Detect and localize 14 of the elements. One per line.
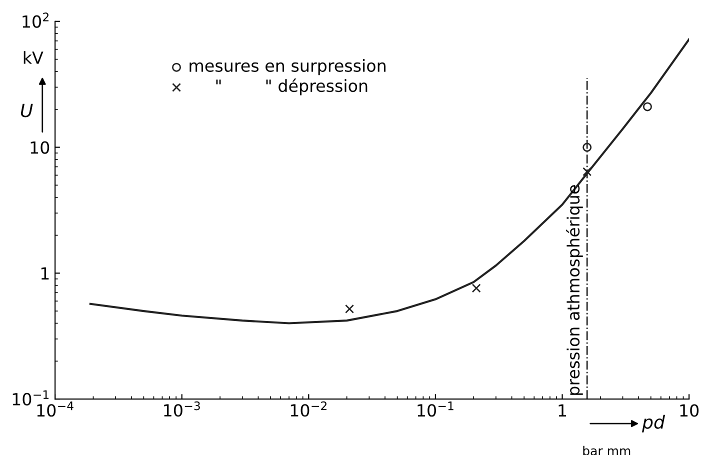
legend-label: " " dépression <box>216 78 368 96</box>
y-tick-label: 1 <box>41 267 49 280</box>
y-axis-title: U <box>20 104 33 118</box>
x-tick-label: 10$^{−3}$ <box>164 401 200 417</box>
x-tick-label: 10 <box>680 404 699 417</box>
y-tick-label: 10 <box>30 141 50 154</box>
text: kV <box>24 51 44 64</box>
ref-line-label: pression athmosphérique <box>566 185 583 395</box>
x-tick-label: 10$^{−2}$ <box>290 401 326 417</box>
x-tick-label: 10$^{−1}$ <box>418 402 454 417</box>
legend-label: mesures en surpression <box>190 59 386 76</box>
y-tick-label: 10$^{2}$ <box>22 12 48 28</box>
x-tick-label: 1 <box>558 404 566 417</box>
x-axis-title: pd <box>642 414 666 432</box>
